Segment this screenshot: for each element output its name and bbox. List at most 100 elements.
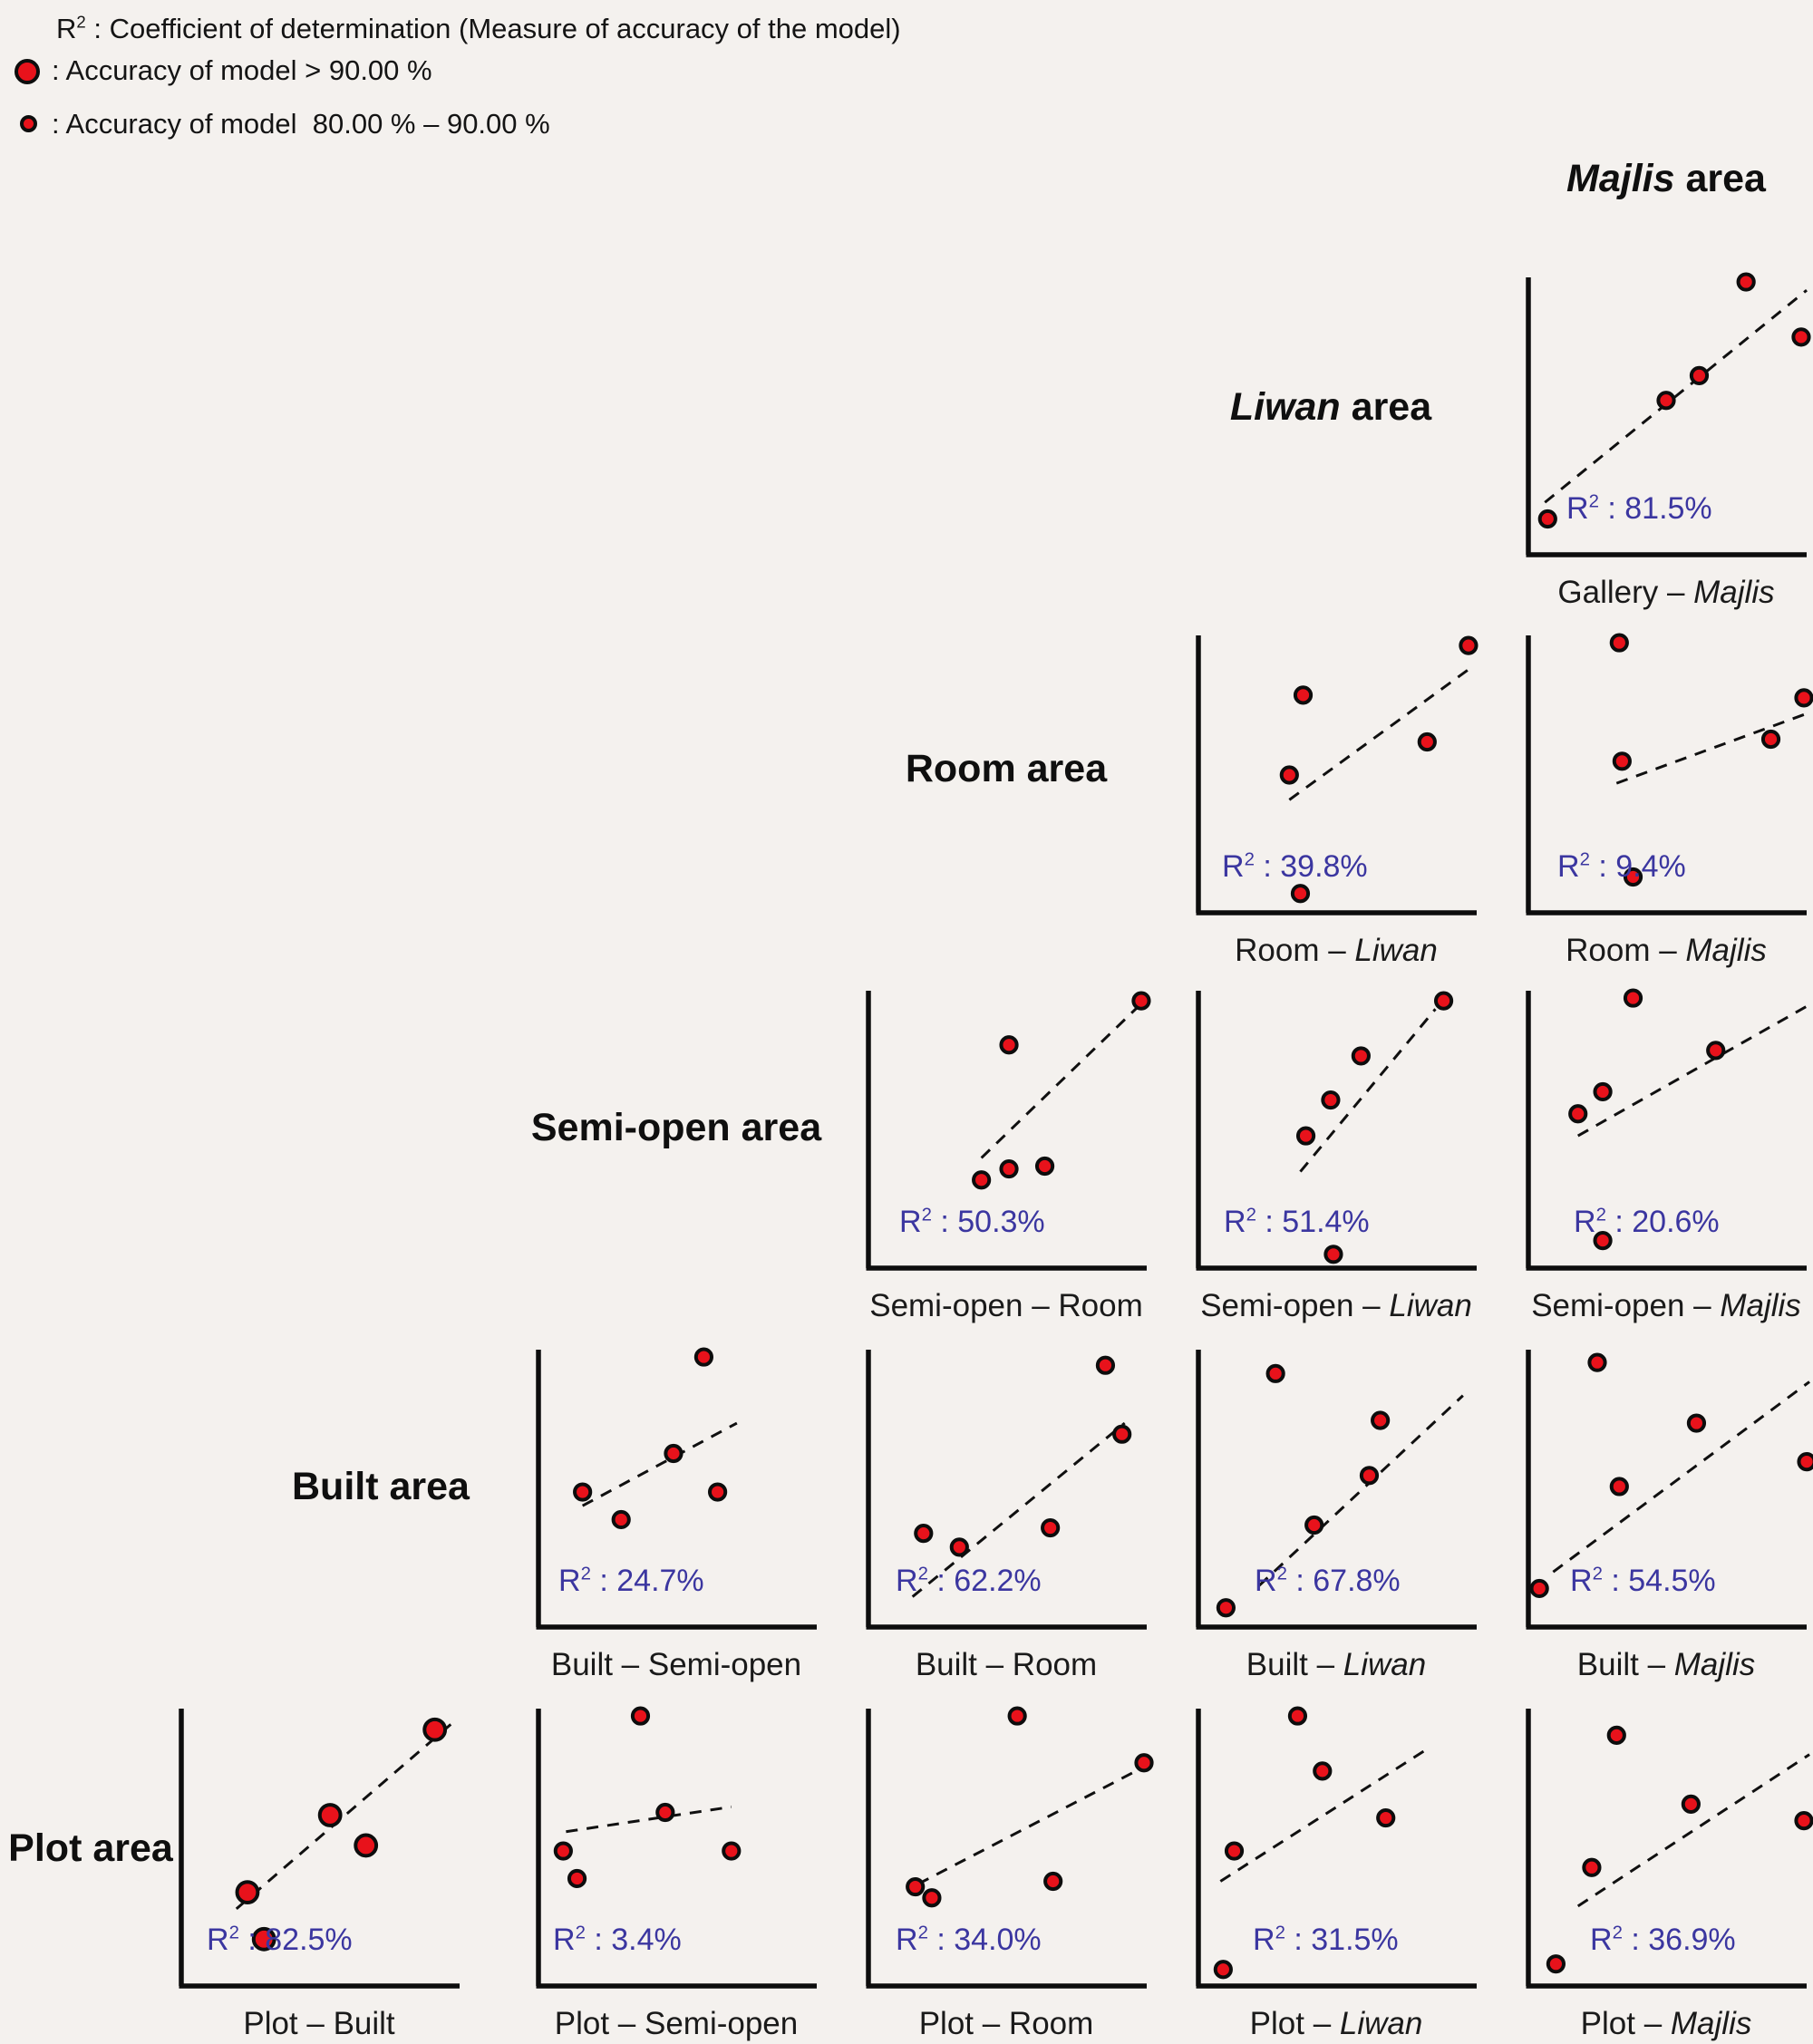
scatter-panel-built-semiopen bbox=[536, 1347, 817, 1630]
r2-value: 9.4% bbox=[1615, 849, 1686, 884]
data-point bbox=[1313, 1761, 1333, 1781]
r2-value: 24.7% bbox=[616, 1564, 704, 1598]
scatter-panel-built-majlis bbox=[1526, 1350, 1813, 1630]
r2-value: 67.8% bbox=[1313, 1564, 1401, 1598]
data-point bbox=[422, 1717, 448, 1742]
r2-value: 54.5% bbox=[1628, 1564, 1716, 1598]
r2-value: 62.2% bbox=[954, 1564, 1042, 1598]
panel-label: Plot – Semi-open bbox=[554, 2006, 799, 2041]
data-point bbox=[1593, 1231, 1613, 1251]
data-point bbox=[1587, 1352, 1607, 1372]
trend-line bbox=[911, 1421, 1126, 1598]
r2-symbol: R2 : bbox=[1253, 1923, 1312, 1957]
data-point bbox=[999, 1158, 1019, 1179]
panel-label: Plot – Liwan bbox=[1249, 2006, 1423, 2041]
r2-annotation: R2 : 39.8% bbox=[1222, 849, 1368, 885]
data-point bbox=[1295, 1126, 1316, 1146]
r2-value: 3.4% bbox=[611, 1923, 682, 1957]
r2-symbol: R2 : bbox=[553, 1923, 612, 1957]
r2-symbol: R2 : bbox=[1566, 491, 1625, 526]
legend-r2-definition: R2 : Coefficient of determination (Measu… bbox=[56, 12, 901, 44]
data-point bbox=[235, 1880, 260, 1905]
data-point bbox=[1593, 1081, 1613, 1102]
data-point bbox=[1213, 1960, 1233, 1980]
data-point bbox=[1293, 685, 1314, 705]
panel-label: Semi-open – Room bbox=[869, 1288, 1143, 1323]
r2-value: 31.5% bbox=[1311, 1923, 1399, 1957]
r2-symbol: R2 : bbox=[558, 1564, 617, 1598]
data-point bbox=[1359, 1466, 1380, 1486]
panel-label: Built – Majlis bbox=[1576, 1647, 1756, 1682]
data-point bbox=[906, 1876, 926, 1897]
panel-label: Plot – Majlis bbox=[1580, 2006, 1752, 2041]
panel-label: Plot – Built bbox=[243, 2006, 395, 2041]
r2-symbol: R2 : bbox=[1222, 849, 1281, 884]
panel-label: Semi-open – Liwan bbox=[1200, 1288, 1472, 1323]
data-point bbox=[1582, 1857, 1602, 1877]
r2-annotation: R2 : 50.3% bbox=[899, 1205, 1045, 1240]
scatter-panel-built-liwan bbox=[1196, 1350, 1477, 1630]
data-point bbox=[664, 1443, 684, 1464]
data-point bbox=[573, 1482, 593, 1502]
legend-small-dot-icon bbox=[19, 114, 37, 132]
data-point bbox=[1265, 1363, 1285, 1383]
r2-annotation: R2 : 82.5% bbox=[207, 1923, 353, 1958]
trend-line bbox=[1299, 1008, 1437, 1173]
panel-label: Room – Majlis bbox=[1566, 933, 1767, 968]
data-point bbox=[1287, 1706, 1308, 1726]
scatter-panel-plot-majlis bbox=[1526, 1709, 1813, 1989]
r2-symbol: R2 : bbox=[207, 1923, 266, 1957]
data-point bbox=[354, 1833, 379, 1858]
r2-annotation: R2 : 81.5% bbox=[1566, 491, 1712, 527]
data-point bbox=[1043, 1871, 1063, 1892]
r2-symbol: R2 : bbox=[1224, 1205, 1283, 1239]
data-point bbox=[1041, 1517, 1061, 1538]
panel-label: Built – Room bbox=[915, 1647, 1098, 1682]
data-point bbox=[1433, 991, 1454, 1011]
data-point bbox=[1112, 1424, 1132, 1444]
data-point bbox=[949, 1537, 969, 1557]
r2-value: 20.6% bbox=[1632, 1205, 1720, 1239]
data-point bbox=[1321, 1090, 1341, 1110]
data-point bbox=[630, 1706, 651, 1726]
trend-line bbox=[581, 1421, 738, 1507]
data-point bbox=[1034, 1156, 1055, 1177]
r2-annotation: R2 : 62.2% bbox=[896, 1564, 1042, 1599]
data-point bbox=[1371, 1410, 1391, 1430]
data-point bbox=[972, 1170, 992, 1190]
r2-symbol: R2 : bbox=[56, 12, 110, 44]
data-point bbox=[1131, 991, 1151, 1011]
data-point bbox=[1609, 633, 1629, 653]
data-point bbox=[1224, 1841, 1245, 1861]
scatter-panel-plot-liwan bbox=[1196, 1706, 1477, 1989]
data-point bbox=[1791, 327, 1811, 347]
data-point bbox=[1794, 688, 1813, 708]
legend-big-dot-icon bbox=[15, 59, 40, 84]
r2-annotation: R2 : 36.9% bbox=[1590, 1923, 1736, 1958]
scatter-panel-semiopen-room bbox=[866, 991, 1151, 1271]
r2-annotation: R2 : 9.4% bbox=[1557, 849, 1686, 885]
data-point bbox=[1007, 1706, 1027, 1726]
panel-label: Plot – Room bbox=[918, 2006, 1094, 2041]
r2-value: 82.5% bbox=[265, 1923, 353, 1957]
data-point bbox=[722, 1841, 742, 1861]
r2-symbol: R2 : bbox=[1590, 1923, 1649, 1957]
area-label: Built area bbox=[292, 1465, 470, 1508]
data-point bbox=[1623, 988, 1643, 1008]
data-point bbox=[1794, 1811, 1813, 1831]
data-point bbox=[655, 1802, 675, 1823]
data-point bbox=[1351, 1046, 1371, 1066]
scatter-panel-room-liwan bbox=[1196, 635, 1479, 915]
area-label: Liwan area bbox=[1229, 385, 1432, 429]
data-point bbox=[914, 1524, 934, 1544]
data-point bbox=[1459, 635, 1479, 655]
area-label: Plot area bbox=[8, 1826, 173, 1870]
data-point bbox=[1623, 867, 1643, 887]
r2-annotation: R2 : 3.4% bbox=[553, 1923, 682, 1958]
data-point bbox=[1537, 509, 1557, 529]
r2-symbol: R2 : bbox=[1574, 1205, 1633, 1239]
data-point bbox=[1760, 729, 1781, 750]
data-point bbox=[1417, 731, 1437, 752]
r2-value: 39.8% bbox=[1280, 849, 1368, 884]
